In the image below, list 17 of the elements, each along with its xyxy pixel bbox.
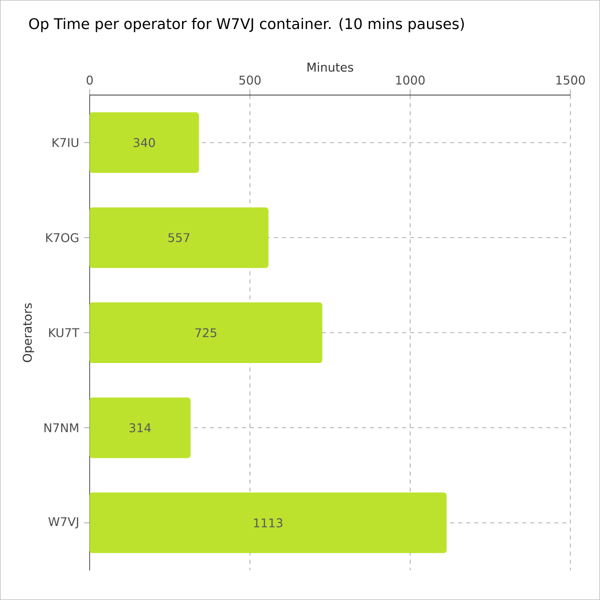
x-tick-label: 500	[239, 76, 261, 85]
data-label: 557	[168, 233, 190, 242]
y-tick-label: W7VJ	[48, 517, 78, 528]
y-axis-title: Operators	[22, 303, 34, 362]
chart-title: Op Time per operator for W7VJ container. (10 mins pauses)	[29, 18, 464, 32]
data-label: 340	[134, 138, 155, 148]
data-label: 314	[129, 423, 151, 432]
data-label: 1113	[254, 518, 282, 528]
x-axis-title: Minutes	[308, 62, 354, 72]
data-label: 725	[195, 328, 216, 338]
x-tick-label: 0	[86, 76, 93, 85]
y-tick-label: K7OG	[46, 233, 78, 242]
y-tick-label: N7NM	[44, 423, 78, 432]
y-tick-label: KU7T	[49, 328, 80, 338]
y-tick-label: K7IU	[52, 138, 78, 148]
x-tick-label: 1000	[396, 76, 425, 85]
x-tick-label: 1500	[556, 76, 585, 85]
